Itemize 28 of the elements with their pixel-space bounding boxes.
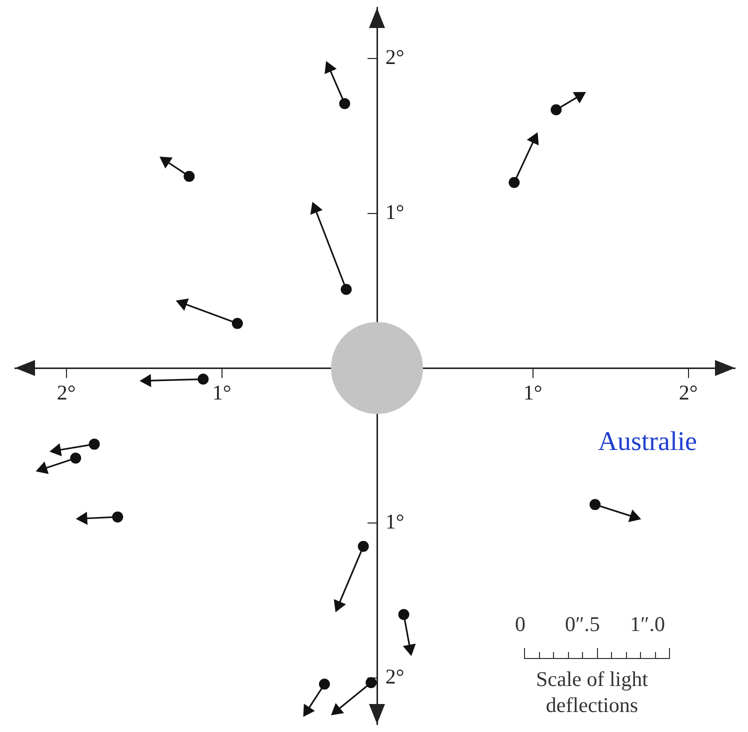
point bbox=[339, 98, 350, 110]
y-tick-label: 1° bbox=[385, 200, 404, 224]
annotation: Scale of light deflections bbox=[535, 666, 649, 718]
point bbox=[508, 177, 520, 188]
point bbox=[112, 511, 124, 522]
annotation: 1″.0 bbox=[630, 612, 665, 637]
x-tick-label: 1° bbox=[523, 380, 542, 404]
point bbox=[232, 318, 243, 329]
point bbox=[198, 374, 209, 385]
point bbox=[184, 170, 195, 182]
y-tick-label: 2° bbox=[385, 45, 404, 70]
annotation: Australie bbox=[598, 426, 697, 457]
x-tick-label: 2° bbox=[678, 380, 698, 404]
point bbox=[340, 284, 352, 295]
x-tick-label: 2° bbox=[56, 380, 76, 404]
annotation: 0 bbox=[515, 612, 526, 637]
point bbox=[318, 678, 330, 690]
annotation: 0″.5 bbox=[565, 612, 600, 637]
y-tick-label: 1° bbox=[385, 510, 404, 534]
point bbox=[550, 104, 562, 116]
point bbox=[358, 540, 369, 552]
point bbox=[398, 608, 410, 620]
point bbox=[70, 452, 82, 464]
y-tick-label: 2° bbox=[385, 664, 404, 688]
point bbox=[590, 499, 601, 510]
point bbox=[366, 677, 377, 688]
point bbox=[88, 438, 100, 450]
x-tick-label: 1° bbox=[212, 380, 232, 404]
